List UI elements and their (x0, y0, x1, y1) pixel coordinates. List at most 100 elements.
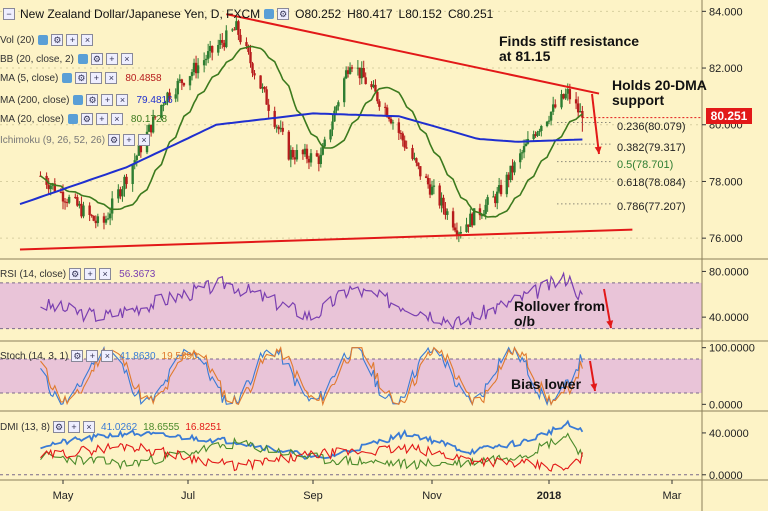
close-icon[interactable]: × (120, 53, 133, 65)
candle-body (497, 185, 501, 192)
eye-icon[interactable] (62, 73, 73, 83)
rsi-legend[interactable]: RSI (14, close) ⚙ + × 56.3673 (0, 266, 155, 282)
close-icon[interactable]: × (99, 268, 112, 280)
candle-body (176, 81, 179, 95)
add-icon[interactable]: + (86, 350, 99, 362)
add-icon[interactable]: + (123, 134, 136, 146)
candle-body (259, 75, 262, 89)
time-tick-label: May (53, 490, 74, 502)
candle-body (430, 186, 434, 195)
add-icon[interactable]: + (95, 113, 108, 125)
dmi-title: DMI (13, 8) (0, 421, 51, 433)
close-icon[interactable]: × (83, 421, 96, 433)
eye-icon[interactable] (67, 114, 78, 124)
pane-tick-label: 100.0000 (709, 343, 755, 355)
candle-body (239, 34, 242, 43)
candle-body (417, 162, 420, 167)
candle-body (210, 45, 214, 53)
candle-body (333, 110, 336, 122)
close-icon[interactable]: × (116, 94, 129, 106)
settings-icon[interactable]: ⚙ (277, 8, 290, 20)
settings-icon[interactable]: ⚙ (71, 350, 84, 362)
indicator-vol[interactable]: Vol (20) ⚙ + × (0, 32, 94, 48)
candle-body (295, 149, 299, 160)
indicator-label: MA (20, close) (0, 113, 64, 125)
candle-body (397, 122, 401, 133)
candle-body (370, 84, 373, 88)
candle-body (551, 104, 555, 112)
settings-icon[interactable]: ⚙ (90, 53, 103, 65)
settings-icon[interactable]: ⚙ (86, 94, 99, 106)
last-price-tag: 80.251 (706, 108, 752, 124)
candle-body (131, 164, 134, 185)
candle-body (424, 176, 428, 178)
eye-icon[interactable] (77, 54, 88, 64)
add-icon[interactable]: + (68, 421, 81, 433)
candle-body (104, 219, 108, 223)
candle-body (383, 106, 387, 108)
close-icon[interactable]: × (105, 72, 118, 84)
ohlc-close: C80.251 (447, 7, 494, 21)
candle-body (192, 62, 196, 73)
dmi-adx-value: 41.0262 (101, 421, 138, 433)
candle-body (446, 211, 449, 215)
close-icon[interactable]: × (110, 113, 123, 125)
indicator-bb[interactable]: BB (20, close, 2) ⚙ + × (0, 51, 133, 67)
add-icon[interactable]: + (66, 34, 79, 46)
candle-body (411, 148, 414, 159)
candle-body (102, 216, 106, 223)
candle-body (277, 126, 280, 130)
candle-body (235, 21, 238, 30)
settings-icon[interactable]: ⚙ (80, 113, 93, 125)
add-icon[interactable]: + (84, 268, 97, 280)
dmi-legend[interactable]: DMI (13, 8) ⚙ + × 41.0262 18.6555 16.8251 (0, 419, 221, 435)
fib-label-05: 0.5(78.701) (617, 159, 674, 171)
candle-body (513, 162, 516, 173)
support-annotation: Holds 20-DMA support (612, 77, 707, 108)
candle-body (540, 126, 543, 131)
eye-icon[interactable] (264, 9, 275, 19)
settings-icon[interactable]: ⚙ (108, 134, 121, 146)
indicator-label: Vol (20) (0, 34, 35, 46)
time-tick-label: Sep (303, 490, 323, 502)
collapse-icon[interactable]: − (3, 8, 15, 20)
candle-body (317, 156, 321, 165)
rsi-value: 56.3673 (119, 268, 156, 280)
indicator-ichimoku[interactable]: Ichimoku (9, 26, 52, 26) ⚙ + × (0, 132, 151, 148)
settings-icon[interactable]: ⚙ (51, 34, 64, 46)
candle-body (74, 196, 77, 198)
candle-body (534, 134, 537, 136)
candle-body (356, 67, 360, 69)
candle-body (579, 111, 582, 113)
pane-tick-label: 80.0000 (709, 266, 749, 278)
candle-body (106, 218, 110, 220)
add-icon[interactable]: + (105, 53, 118, 65)
add-icon[interactable]: + (101, 94, 114, 106)
candle-body (289, 149, 293, 160)
candle-body (346, 70, 350, 74)
stoch-legend[interactable]: Stoch (14, 3, 1) ⚙ + × 41.8630 19.5890 (0, 348, 198, 364)
add-icon[interactable]: + (90, 72, 103, 84)
candle-body (231, 29, 234, 31)
candle-body (117, 189, 120, 199)
fib-label-0382: 0.382(79.317) (617, 142, 686, 154)
ohlc-open: O80.252 (295, 7, 342, 21)
close-icon[interactable]: × (101, 350, 114, 362)
candle-body (309, 153, 313, 163)
eye-icon[interactable] (73, 95, 84, 105)
candle-body (190, 72, 194, 77)
candle-body (399, 132, 402, 134)
price-tick-label: 84.000 (709, 6, 743, 18)
rsi-annotation: Rollover from o/b (514, 298, 606, 329)
eye-icon[interactable] (38, 35, 49, 45)
indicator-ma200[interactable]: MA (200, close) ⚙ + × 79.4816 (0, 92, 173, 108)
settings-icon[interactable]: ⚙ (69, 268, 82, 280)
price-down-arrow-head (594, 146, 602, 154)
settings-icon[interactable]: ⚙ (53, 421, 66, 433)
settings-icon[interactable]: ⚙ (75, 72, 88, 84)
indicator-ma20[interactable]: MA (20, close) ⚙ + × 80.1728 (0, 111, 167, 127)
close-icon[interactable]: × (138, 134, 151, 146)
indicator-ma5[interactable]: MA (5, close) ⚙ + × 80.4858 (0, 70, 162, 86)
close-icon[interactable]: × (81, 34, 94, 46)
candle-body (80, 203, 83, 217)
